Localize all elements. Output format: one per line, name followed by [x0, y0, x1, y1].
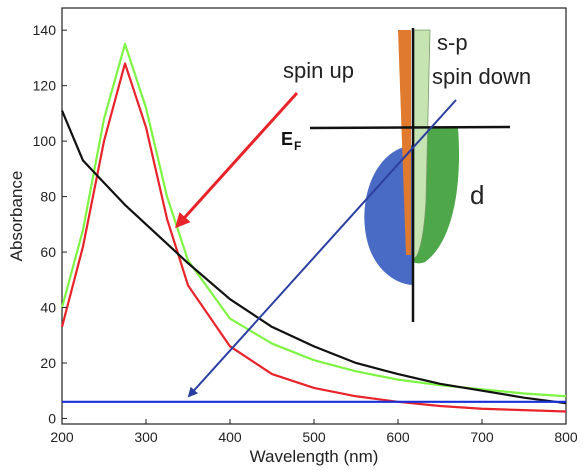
series-line — [60, 62, 567, 413]
y-tick-label: 100 — [33, 133, 57, 149]
x-tick-label: 300 — [134, 429, 158, 445]
series-line — [60, 110, 567, 405]
annotation: F — [294, 139, 301, 153]
y-tick-label: 120 — [33, 78, 57, 94]
y-tick-label: 140 — [33, 22, 57, 38]
annotation: d — [470, 180, 484, 210]
annotation: E — [281, 129, 293, 149]
sp-band-down — [398, 30, 411, 255]
spin-up-arrow — [174, 91, 299, 229]
y-tick-label: 60 — [40, 244, 56, 260]
x-tick-label: 200 — [50, 429, 74, 445]
sp-band-up — [413, 29, 431, 259]
x-tick-label: 600 — [386, 429, 410, 445]
annotation: s-p — [437, 30, 468, 55]
d-band-down — [364, 145, 413, 285]
series-line — [60, 42, 567, 398]
x-tick-label: 700 — [470, 429, 494, 445]
y-tick-label: 0 — [48, 410, 56, 426]
plot-area — [60, 42, 567, 413]
spin-down-arrow — [187, 99, 457, 398]
y-axis-label: Absorbance — [7, 171, 26, 262]
inset-diagram — [174, 28, 511, 398]
y-tick-label: 40 — [40, 300, 56, 316]
fermi-line — [309, 125, 511, 130]
x-tick-label: 500 — [302, 429, 326, 445]
x-tick-label: 400 — [218, 429, 242, 445]
annotation: spin down — [432, 64, 531, 89]
x-axis-label: Wavelength (nm) — [250, 447, 379, 466]
x-tick-label: 800 — [554, 429, 578, 445]
annotation: spin up — [283, 58, 354, 83]
y-tick-label: 20 — [40, 355, 56, 371]
y-tick-label: 80 — [40, 189, 56, 205]
